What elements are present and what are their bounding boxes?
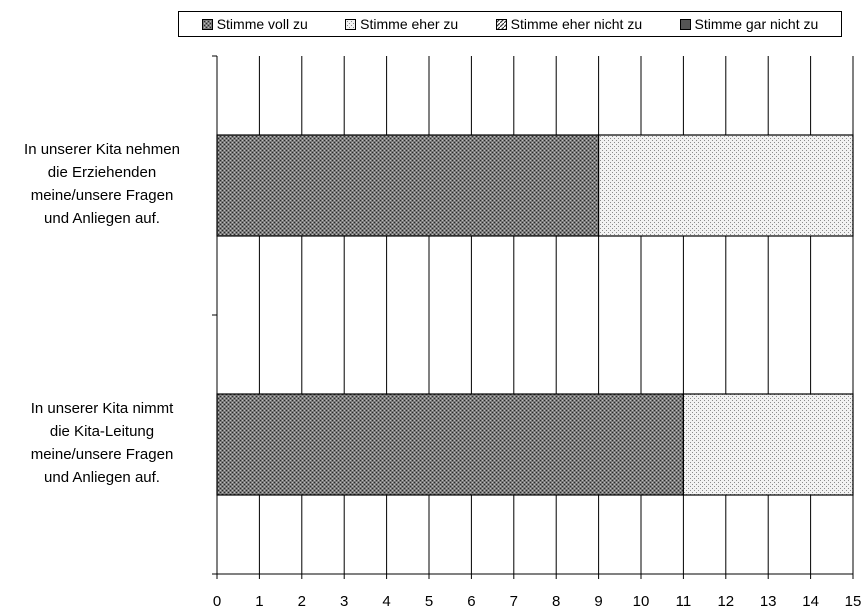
legend-item: Stimme eher zu	[345, 16, 458, 32]
legend-item: Stimme eher nicht zu	[495, 16, 643, 32]
category-label-line: die Erziehenden	[47, 163, 157, 181]
grid-lines	[258, 56, 854, 574]
x-tick-label: 5	[425, 593, 433, 610]
legend-label: Stimme gar nicht zu	[694, 16, 819, 32]
legend-item: Stimme voll zu	[201, 16, 308, 32]
x-tick-labels: 0 1 2 3 4 5 6 7 8 9 10 11 12 13 14 15	[213, 593, 862, 610]
x-tick-label: 0	[213, 593, 221, 610]
x-tick-label: 15	[845, 593, 862, 610]
category-label-line: die Kita-Leitung	[49, 422, 155, 440]
x-tick-label: 13	[760, 593, 777, 610]
x-tick-label: 2	[298, 593, 306, 610]
x-tick-label: 11	[676, 593, 692, 610]
legend-label: Stimme eher zu	[360, 16, 459, 32]
bar-1-0	[597, 134, 854, 237]
legend-swatch	[495, 18, 507, 30]
category-label-line: meine/unsere Fragen	[30, 186, 174, 204]
bar-1-1	[682, 393, 854, 496]
x-tick-label: 4	[382, 593, 390, 610]
x-tick-label: 6	[467, 593, 475, 610]
legend: Stimme voll zu Stimme eher zu Stimme eher …	[178, 11, 842, 37]
x-tick-label: 1	[255, 593, 263, 610]
legend-swatch	[679, 18, 691, 30]
category-label: In unserer Kita nimmt die Kita-Leitung mei…	[4, 397, 200, 489]
bars	[216, 134, 854, 496]
axes	[212, 55, 854, 579]
bar-0-0	[216, 134, 600, 237]
x-tick-label: 3	[340, 593, 348, 610]
x-tick-label: 14	[802, 593, 819, 610]
x-tick-label: 8	[552, 593, 560, 610]
category-label-line: In unserer Kita nehmen	[24, 140, 180, 158]
category-label-line: In unserer Kita nimmt	[30, 399, 174, 417]
x-tick-label: 12	[717, 593, 734, 610]
category-label: In unserer Kita nehmen die Erziehenden mei…	[4, 138, 200, 230]
legend-swatch	[201, 18, 213, 30]
legend-label: Stimme eher nicht zu	[510, 16, 643, 32]
category-label-line: und Anliegen auf.	[44, 209, 160, 227]
legend-swatch	[345, 18, 357, 30]
category-label-line: meine/unsere Fragen	[30, 445, 174, 463]
legend-label: Stimme voll zu	[216, 16, 308, 32]
x-tick-label: 9	[594, 593, 602, 610]
x-tick-label: 10	[633, 593, 650, 610]
legend-item: Stimme gar nicht zu	[679, 16, 819, 32]
category-label-line: und Anliegen auf.	[44, 468, 160, 486]
bar-0-1	[216, 393, 684, 496]
x-tick-label: 7	[510, 593, 518, 610]
